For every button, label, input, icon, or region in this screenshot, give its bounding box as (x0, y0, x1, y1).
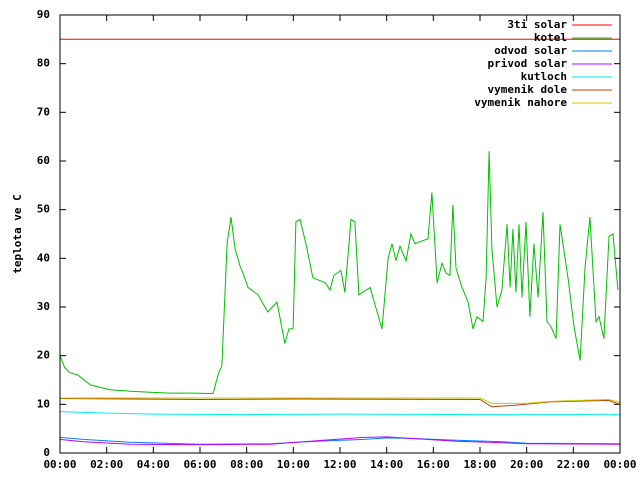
series-line (59, 436, 621, 445)
plot-frame (59, 14, 621, 454)
series-line (59, 411, 621, 416)
y-tick-label: 90 (37, 8, 50, 21)
legend-label: kotel (534, 31, 567, 44)
x-tick-label: 00:00 (603, 458, 636, 471)
x-tick-label: 04:00 (137, 458, 170, 471)
x-tick-label: 12:00 (323, 458, 356, 471)
legend-label: odvod solar (494, 44, 567, 57)
y-tick-label: 30 (37, 300, 50, 313)
legend-label: vymenik dole (488, 83, 568, 96)
x-tick-label: 06:00 (183, 458, 216, 471)
x-tick-label: 10:00 (277, 458, 310, 471)
x-tick-label: 20:00 (510, 458, 543, 471)
series-line (59, 398, 621, 408)
y-tick-label: 60 (37, 154, 50, 167)
series-line (60, 397, 621, 404)
y-tick-label: 50 (37, 203, 50, 216)
x-tick-label: 14:00 (370, 458, 403, 471)
x-tick-label: 02:00 (90, 458, 123, 471)
x-tick-label: 08:00 (230, 458, 263, 471)
series-line (59, 436, 621, 446)
legend-label: vymenik nahore (474, 96, 567, 109)
x-tick-label: 16:00 (417, 458, 450, 471)
y-axis-label: teplota ve C (11, 194, 24, 273)
y-tick-label: 10 (37, 397, 50, 410)
legend-label: 3ti solar (507, 18, 567, 31)
x-tick-label: 00:00 (43, 458, 76, 471)
y-tick-label: 40 (37, 251, 50, 264)
series-line (59, 151, 619, 395)
legend-label: kutloch (521, 70, 567, 83)
y-tick-label: 70 (37, 105, 50, 118)
x-tick-label: 22:00 (557, 458, 590, 471)
x-tick-label: 18:00 (463, 458, 496, 471)
y-tick-label: 0 (43, 446, 50, 459)
y-tick-label: 80 (37, 57, 50, 70)
legend-label: privod solar (488, 57, 568, 70)
y-tick-label: 20 (37, 349, 50, 362)
